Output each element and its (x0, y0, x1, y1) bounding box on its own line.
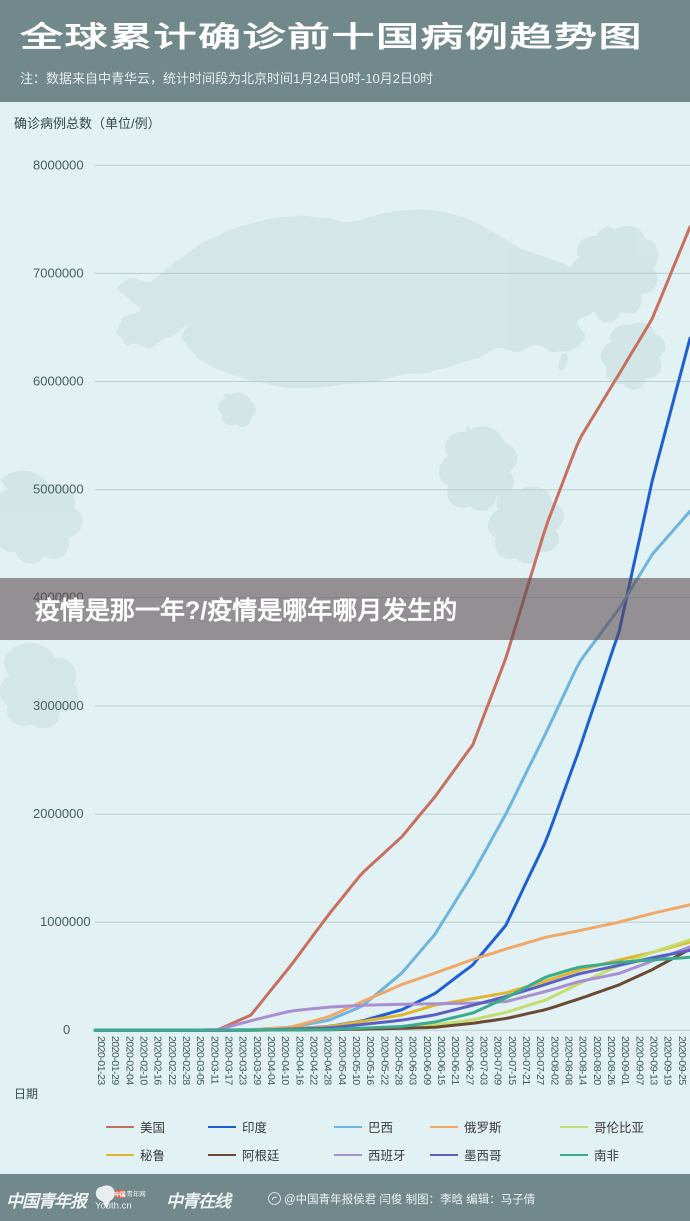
svg-text:0: 0 (63, 1022, 70, 1037)
svg-text:7000000: 7000000 (33, 266, 84, 281)
svg-text:3000000: 3000000 (33, 698, 84, 713)
svg-text:中国: 中国 (114, 1191, 126, 1199)
svg-text:Youth.cn: Youth.cn (95, 1201, 132, 1212)
svg-text:青年网: 青年网 (127, 1189, 146, 1198)
svg-text:2000000: 2000000 (33, 806, 84, 821)
svg-text:5000000: 5000000 (33, 482, 84, 497)
svg-text:1000000: 1000000 (40, 914, 91, 929)
svg-text:8000000: 8000000 (33, 158, 84, 173)
svg-text:6000000: 6000000 (33, 374, 84, 389)
